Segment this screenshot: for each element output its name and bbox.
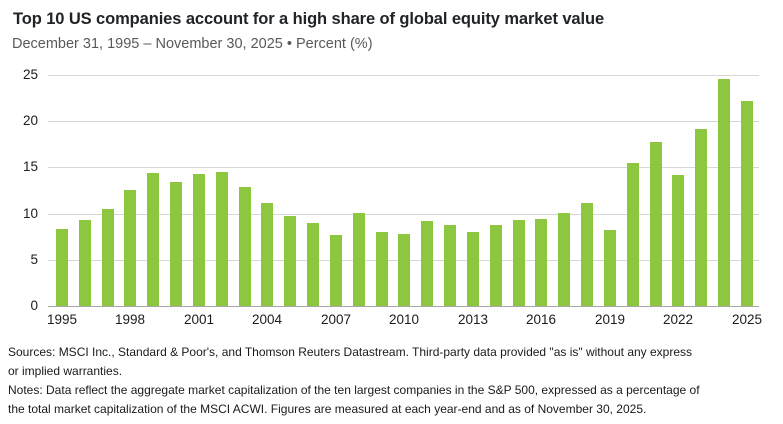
bar-1997: [102, 209, 114, 306]
notes-line-2: the total market capitalization of the M…: [8, 402, 647, 416]
bar-1996: [79, 220, 91, 306]
bar-2011: [421, 221, 433, 306]
bar-2009: [376, 232, 388, 306]
x-axis-label-2022: 2022: [662, 312, 694, 327]
notes-line-1: Notes: Data reflect the aggregate market…: [8, 383, 700, 397]
x-axis-label-1998: 1998: [114, 312, 146, 327]
bar-2002: [216, 172, 228, 306]
bar-2010: [398, 234, 410, 306]
gridline-10: [48, 214, 759, 215]
chart-title: Top 10 US companies account for a high s…: [13, 10, 605, 28]
bar-2005: [284, 216, 296, 306]
x-axis-label-2013: 2013: [457, 312, 489, 327]
bar-2017: [558, 213, 570, 306]
bar-2023: [695, 129, 707, 306]
y-axis-label-20: 20: [22, 113, 38, 128]
bar-2015: [513, 220, 525, 306]
gridline-25: [48, 75, 759, 76]
gridline-15: [48, 167, 759, 168]
bar-2021: [650, 142, 662, 306]
bar-2016: [535, 219, 547, 306]
bar-2014: [490, 225, 502, 306]
x-axis-label-2010: 2010: [388, 312, 420, 327]
y-axis-label-15: 15: [22, 159, 38, 174]
x-axis-label-2004: 2004: [251, 312, 283, 327]
bar-2019: [604, 230, 616, 306]
x-axis-label-2007: 2007: [320, 312, 352, 327]
bar-2003: [239, 187, 251, 306]
x-axis-label-2001: 2001: [183, 312, 215, 327]
bar-2012: [444, 225, 456, 306]
bar-2008: [353, 213, 365, 306]
bar-2007: [330, 235, 342, 306]
y-axis-label-10: 10: [22, 206, 38, 221]
y-axis-label-25: 25: [22, 67, 38, 82]
y-axis-label-0: 0: [30, 298, 38, 313]
sources-note-line-1: Sources: MSCI Inc., Standard & Poor's, a…: [8, 345, 693, 359]
x-axis-label-2016: 2016: [525, 312, 557, 327]
bar-2000: [170, 182, 182, 306]
bar-2004: [261, 203, 273, 306]
gridline-20: [48, 121, 759, 122]
chart-footnotes: Sources: MSCI Inc., Standard & Poor's, a…: [8, 343, 783, 419]
chart-subtitle: December 31, 1995 – November 30, 2025 • …: [12, 36, 373, 52]
x-axis-label-2025: 2025: [731, 312, 763, 327]
y-axis-label-5: 5: [30, 252, 38, 267]
bar-2013: [467, 232, 479, 306]
bar-2024: [718, 79, 730, 306]
bar-1998: [124, 190, 136, 306]
bar-1995: [56, 229, 68, 306]
bar-2018: [581, 203, 593, 306]
bar-2022: [672, 175, 684, 306]
bar-2006: [307, 223, 319, 306]
x-axis-baseline: [48, 306, 759, 307]
bar-2001: [193, 174, 205, 306]
bar-1999: [147, 173, 159, 306]
sources-note-line-2: or implied warranties.: [8, 364, 123, 378]
x-axis-label-2019: 2019: [594, 312, 626, 327]
x-axis-label-1995: 1995: [46, 312, 78, 327]
bar-2020: [627, 163, 639, 306]
bar-2025: [741, 101, 753, 306]
